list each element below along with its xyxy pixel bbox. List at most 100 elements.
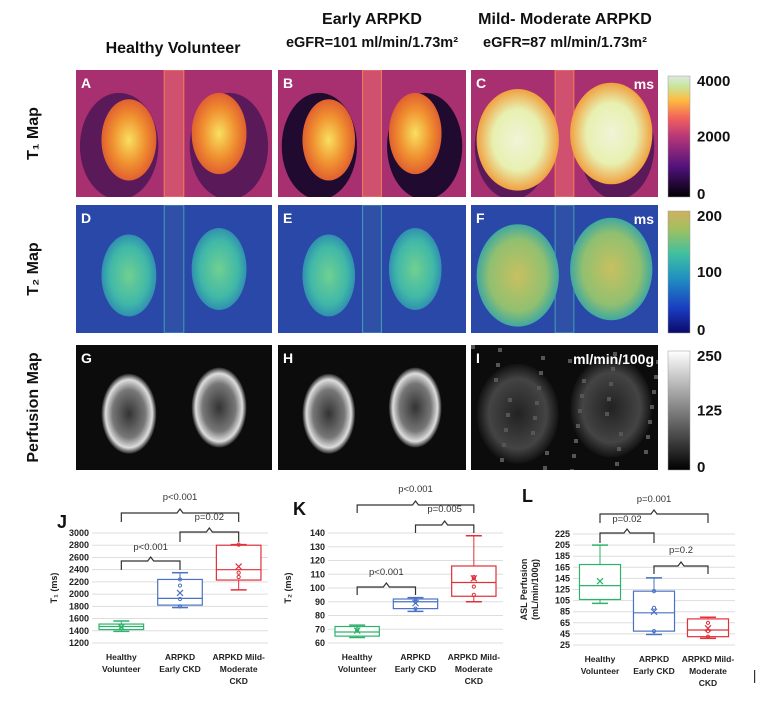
x-category-label: ARPKD xyxy=(400,652,430,662)
y-tick-label: 120 xyxy=(310,556,325,566)
data-point xyxy=(177,583,183,588)
y-tick-label: 165 xyxy=(555,562,570,572)
map-image-panel: H xyxy=(278,345,466,470)
box xyxy=(632,577,676,636)
significance-bracket xyxy=(599,509,709,523)
stray-mark xyxy=(754,670,756,683)
colorbar-tick-label: 0 xyxy=(697,322,705,339)
colorbar xyxy=(667,210,691,334)
x-category-label: Healthy xyxy=(342,652,373,662)
column-title: Early ARPKD xyxy=(322,11,422,28)
x-category-label: CKD xyxy=(699,678,717,688)
colorbar-tick-label: 200 xyxy=(697,208,722,225)
x-category-label: Volunteer xyxy=(338,664,377,674)
map-image-panel: D xyxy=(76,205,272,333)
box xyxy=(686,616,730,640)
panel-letter: B xyxy=(283,75,293,91)
p-value-label: p<0.001 xyxy=(369,567,404,578)
mean-marker xyxy=(704,624,712,632)
iqr-box xyxy=(215,544,262,581)
data-point xyxy=(177,596,183,602)
map-image-panel: F xyxy=(471,205,658,333)
significance-bracket xyxy=(179,527,240,542)
y-tick-label: 45 xyxy=(560,629,570,639)
y-tick-label: 3000 xyxy=(69,528,89,538)
panel-letter: F xyxy=(476,210,485,226)
mean-marker xyxy=(412,599,419,607)
iqr-box xyxy=(632,590,676,632)
y-tick-label: 1600 xyxy=(69,614,89,624)
significance-bracket xyxy=(120,556,181,570)
y-tick-label: 205 xyxy=(555,540,570,550)
y-tick-label: 110 xyxy=(310,569,325,579)
row-label: Perfusion Map xyxy=(25,352,42,462)
x-category-label: CKD xyxy=(229,676,247,686)
data-point xyxy=(705,620,711,625)
significance-bracket xyxy=(356,500,475,513)
box xyxy=(98,620,145,633)
colorbar xyxy=(667,350,691,471)
mean-marker xyxy=(235,563,243,571)
x-category-label: ARPKD Mild- xyxy=(212,652,265,662)
box-plot-K: 60 70 80 90 100 110 120 130 140 K T₂ (ms) Healthy Vo… xyxy=(283,484,503,686)
y-tick-label: 1800 xyxy=(69,601,89,611)
y-tick-label: 2000 xyxy=(69,589,89,599)
x-category-label: Early CKD xyxy=(159,664,201,674)
y-tick-label: 140 xyxy=(310,528,325,538)
significance-bracket xyxy=(653,561,709,574)
x-category-label: Volunteer xyxy=(581,666,620,676)
panel-letter: G xyxy=(81,350,92,366)
data-point xyxy=(705,629,711,634)
y-tick-label: 130 xyxy=(310,542,325,552)
colorbar-tick-label: 2000 xyxy=(697,129,730,146)
data-point xyxy=(471,592,476,597)
y-tick-label: 70 xyxy=(315,624,325,634)
y-tick-label: 2200 xyxy=(69,577,89,587)
y-axis-label: T₂ (ms) xyxy=(283,572,293,603)
box xyxy=(157,571,203,609)
p-value-label: p=0.001 xyxy=(637,494,672,505)
x-category-label: ARPKD xyxy=(639,654,669,664)
mean-marker xyxy=(353,627,361,635)
y-tick-label: 25 xyxy=(560,640,570,650)
map-image-panel: G xyxy=(76,345,272,470)
x-category-label: Early CKD xyxy=(633,666,675,676)
y-tick-label: 2600 xyxy=(69,552,89,562)
data-point xyxy=(355,628,360,633)
data-point xyxy=(651,605,657,610)
p-value-label: p<0.001 xyxy=(133,542,168,553)
mean-marker xyxy=(470,574,478,582)
y-axis-label: (mL/min/100g) xyxy=(530,559,540,620)
map-image-panel: B xyxy=(278,70,466,197)
p-value-label: p<0.001 xyxy=(398,484,433,495)
y-tick-label: 65 xyxy=(560,618,570,628)
data-point xyxy=(177,604,183,609)
panel-letter: L xyxy=(522,486,533,506)
row-label: T₁ Map xyxy=(25,107,42,160)
map-image-panel: E xyxy=(278,205,466,333)
panel-letter: A xyxy=(81,75,91,91)
colorbar-tick-label: 4000 xyxy=(697,73,730,90)
y-tick-label: 145 xyxy=(555,573,570,583)
panel-letter: J xyxy=(57,512,67,532)
panel-letter: I xyxy=(476,350,480,366)
colorbar-tick-label: 250 xyxy=(697,348,722,365)
data-point xyxy=(651,629,657,634)
significance-bracket xyxy=(356,582,417,595)
iqr-box xyxy=(578,563,622,601)
x-category-label: Moderate xyxy=(220,664,258,674)
data-point xyxy=(177,577,183,582)
colorbar-tick-label: 0 xyxy=(697,186,705,203)
mean-marker xyxy=(596,577,604,585)
mean-marker xyxy=(117,623,125,631)
box xyxy=(215,542,262,591)
x-category-label: Moderate xyxy=(455,664,493,674)
y-axis-label: T₁ (ms) xyxy=(49,573,59,604)
panel-letter: D xyxy=(81,210,91,226)
map-image-panel: I xyxy=(471,345,658,470)
y-tick-label: 125 xyxy=(555,585,570,595)
mean-marker xyxy=(650,608,658,616)
y-tick-label: 225 xyxy=(555,529,570,539)
